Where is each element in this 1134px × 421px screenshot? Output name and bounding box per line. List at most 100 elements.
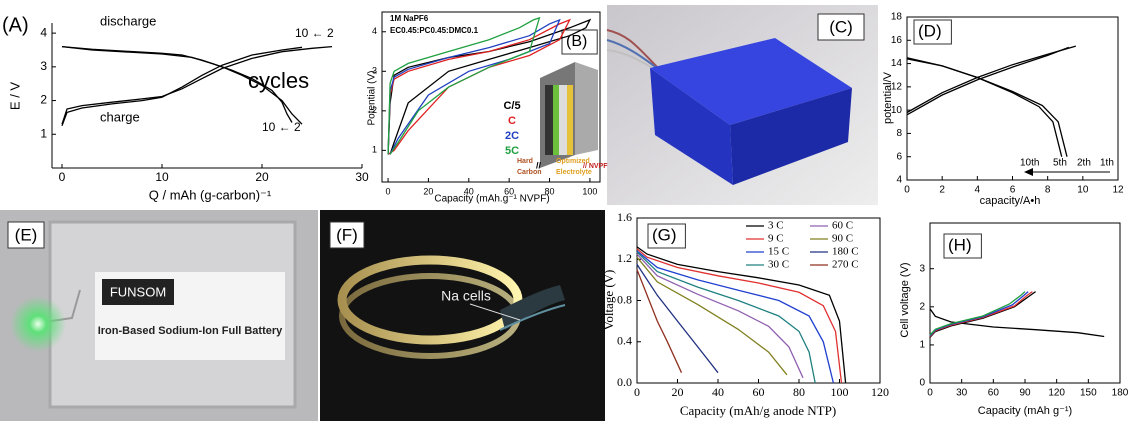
photo-f: Na cells (F) <box>320 210 605 421</box>
y-tick-label: 14 <box>891 58 903 69</box>
panel-label: (G) <box>652 225 677 244</box>
annotation: EC0.45:PC0.45:DMC0.1 <box>390 26 479 35</box>
x-tick-label: 20 <box>255 170 269 184</box>
y-axis-label: Voltage (V) <box>601 270 616 331</box>
annotation: // <box>536 160 542 170</box>
x-tick-label: 80 <box>793 385 805 399</box>
data-line <box>637 251 833 383</box>
legend-label: 270 C <box>832 259 859 271</box>
x-axis-label: Q / mAh (g-carbon)⁻¹ <box>149 187 272 202</box>
y-axis-label: potential/V <box>882 71 894 124</box>
y-tick-label: 0.8 <box>617 292 632 306</box>
annotation: charge <box>100 109 140 124</box>
legend-label: 2C <box>505 130 519 142</box>
data-line <box>637 252 815 383</box>
x-tick-label: 20 <box>672 385 684 399</box>
panel-label: (H) <box>948 235 972 254</box>
data-line <box>637 270 682 373</box>
x-tick-label: 120 <box>871 385 889 399</box>
cell-schematic <box>540 62 598 168</box>
x-axis-label: capacity/A•h <box>980 195 1041 207</box>
y-tick-label: 3 <box>40 59 47 73</box>
annotation: 1th <box>1100 158 1114 169</box>
x-tick-label: 60 <box>988 388 1000 399</box>
y-tick-label: 1 <box>40 126 47 140</box>
x-tick-label: 90 <box>1019 388 1031 399</box>
x-tick-label: 40 <box>712 385 724 399</box>
x-tick-label: 180 <box>1112 388 1129 399</box>
y-tick-label: 2 <box>40 93 47 107</box>
x-axis-label: Capacity (mAh.g⁻¹ NVPF) <box>434 194 549 205</box>
legend-label: C <box>508 115 516 127</box>
legend-label: 90 C <box>832 233 853 245</box>
x-tick-label: 30 <box>355 170 369 184</box>
y-tick-label: 6 <box>896 151 902 162</box>
panel-label: (D) <box>918 21 942 40</box>
x-tick-label: 0 <box>904 185 910 196</box>
data-line <box>930 292 1028 336</box>
annotation: Na cells <box>441 288 491 304</box>
x-tick-label: 0 <box>59 170 66 184</box>
chart-panel: 0 10 20 30 1 2 3 4 Q / mAh (g-carbon)⁻¹ E / V (A) d… <box>2 13 369 202</box>
panel-label: (F) <box>336 225 358 244</box>
y-tick-label: 4 <box>372 26 377 36</box>
legend-label: 30 C <box>768 259 789 271</box>
photo-e: FUNSOM Iron-Based Sodium-Ion Full Batter… <box>0 210 318 421</box>
x-tick-label: 10 <box>1077 185 1089 196</box>
x-tick-label: 10 <box>155 170 169 184</box>
legend-label: 15 C <box>768 246 789 258</box>
annotation: 2th <box>1077 158 1091 169</box>
y-tick-label: 1 <box>919 340 925 351</box>
legend-label: 180 C <box>832 246 859 258</box>
y-tick-label: 18 <box>891 12 903 23</box>
x-tick-label: 120 <box>1048 388 1065 399</box>
photo-c: (C) <box>607 5 878 205</box>
x-tick-label: 8 <box>1045 185 1051 196</box>
panel-label: (C) <box>829 17 853 36</box>
annotation: 5th <box>1053 158 1067 169</box>
annotation: Hard <box>517 158 533 165</box>
y-tick-label: 4 <box>896 175 902 186</box>
x-axis-label: Capacity (mAh g⁻¹) <box>978 405 1072 417</box>
arrow-head <box>1024 168 1033 176</box>
annotation: discharge <box>100 13 156 28</box>
y-axis-label: Cell voltage (V) <box>899 262 911 337</box>
data-line <box>637 264 718 372</box>
x-axis-label: Capacity (mAh/g anode NTP) <box>680 403 836 418</box>
panel-label: (E) <box>15 225 38 244</box>
y-tick-label: 0.4 <box>617 334 632 348</box>
logo-text: FUNSOM <box>110 284 166 299</box>
data-line <box>637 247 846 383</box>
y-tick-label: 1.6 <box>617 210 632 224</box>
x-tick-label: 60 <box>753 385 765 399</box>
y-tick-label: 0 <box>919 378 925 389</box>
y-tick-label: 4 <box>40 25 47 39</box>
y-tick-label: 1.2 <box>617 251 632 265</box>
panel-label: (A) <box>2 14 29 36</box>
y-tick-label: 16 <box>891 35 903 46</box>
annotation: 1M NaPF6 <box>390 14 429 23</box>
y-tick-label: 1 <box>372 145 377 155</box>
y-axis-label: Potential (V) <box>367 70 378 125</box>
x-tick-label: 150 <box>1080 388 1097 399</box>
annotation: // NVPF <box>583 163 608 170</box>
data-line <box>907 58 1062 157</box>
annotation: 10th <box>1020 158 1039 169</box>
x-tick-label: 12 <box>1112 185 1124 196</box>
x-tick-label: 20 <box>423 186 433 196</box>
legend-label: C/5 <box>503 100 520 112</box>
x-tick-label: 30 <box>956 388 968 399</box>
y-axis-label: E / V <box>7 82 22 111</box>
legend-label: 60 C <box>832 220 853 232</box>
data-line <box>907 46 1076 112</box>
y-tick-label: 3 <box>919 263 925 274</box>
annotation: Electrolyte <box>556 169 592 176</box>
x-tick-label: 0 <box>927 388 933 399</box>
legend-label: 5C <box>505 145 519 157</box>
label-text: Iron-Based Sodium-Ion Full Battery <box>98 325 283 337</box>
y-tick-label: 0.0 <box>617 375 632 389</box>
legend-label: 9 C <box>768 233 784 245</box>
